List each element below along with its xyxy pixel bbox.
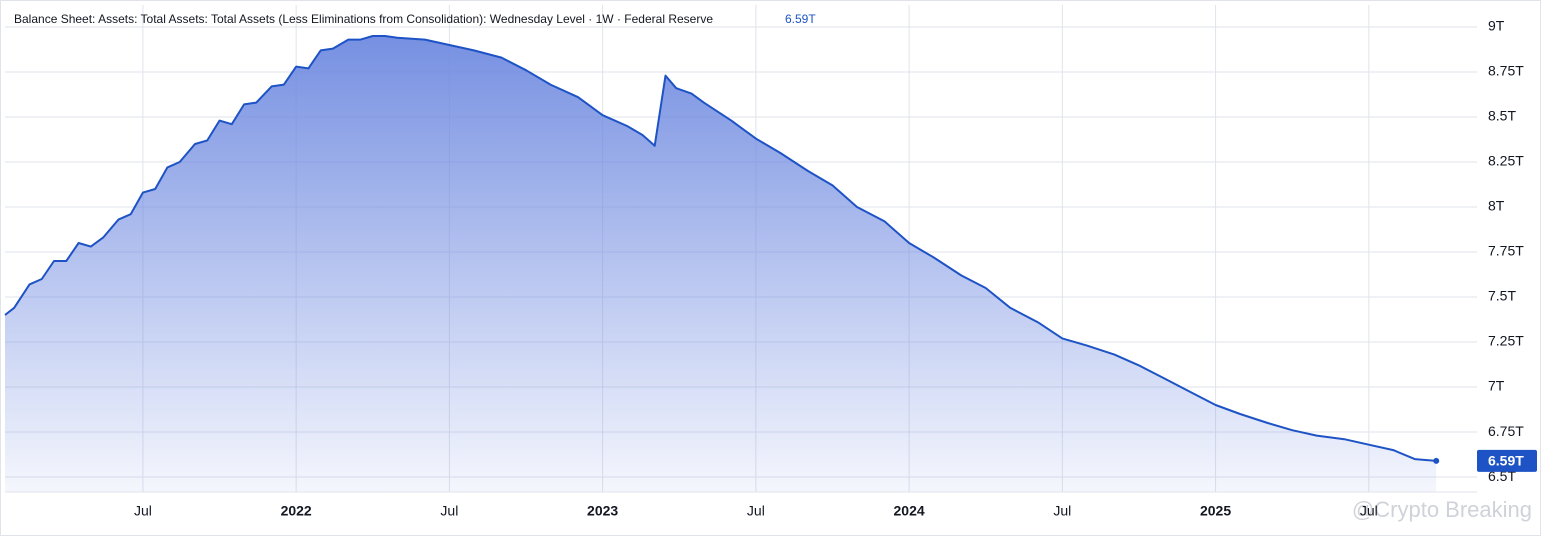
header-last-value: 6.59T [785,12,816,26]
x-tick-label: Jul [747,503,765,519]
last-value-badge [1477,449,1537,472]
x-tick-label: Jul [134,503,152,519]
y-tick-label: 8.25T [1488,153,1524,169]
y-tick-label: 7.25T [1488,333,1524,349]
x-tick-label: 2022 [281,503,312,519]
x-tick-label: 2023 [587,503,618,519]
y-tick-label: 8T [1488,198,1505,214]
y-tick-label: 6.75T [1488,423,1524,439]
y-tick-label: 8.75T [1488,63,1524,79]
y-tick-label: 7T [1488,378,1505,394]
x-tick-label: Jul [440,503,458,519]
y-tick-label: 9T [1488,18,1505,34]
y-tick-label: 7.75T [1488,243,1524,259]
watermark: @Crypto Breaking [1352,497,1532,522]
series-line [4,35,1437,462]
last-value-label: 6.59T [1488,453,1524,469]
chart-title: Balance Sheet: Assets: Total Assets: Tot… [14,12,713,26]
x-tick-label: Jul [1053,503,1071,519]
area-fill [5,36,1437,492]
last-point [1433,457,1440,464]
x-tick-label: 2024 [894,503,925,519]
x-tick-label: 2025 [1200,503,1231,519]
x-tick-label: Jul [1360,503,1378,519]
y-tick-label: 7.5T [1488,288,1516,304]
y-tick-label: 8.5T [1488,108,1516,124]
